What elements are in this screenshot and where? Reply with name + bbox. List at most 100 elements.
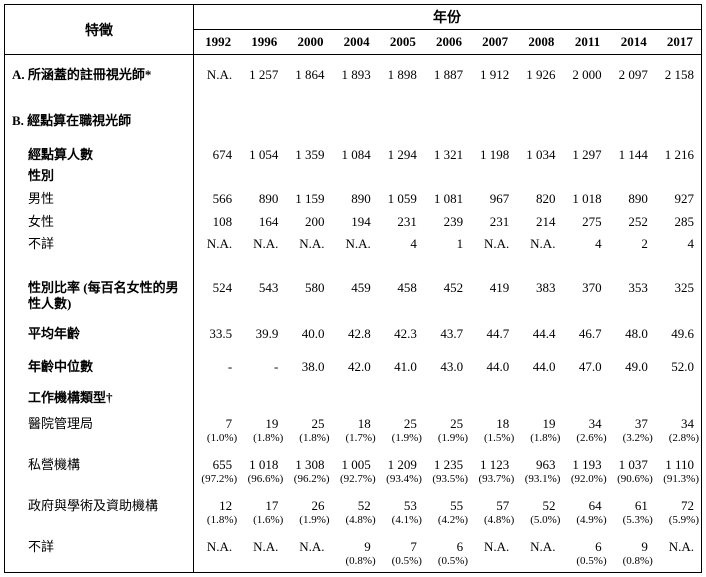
cell-percentage: (96.6%): [247, 473, 284, 485]
value-cell: 325: [655, 280, 701, 296]
cell-value: 43.7: [440, 326, 464, 341]
value-cell: 52 (5.0%): [516, 498, 562, 526]
value-cell: 6 (0.5%): [562, 539, 608, 567]
table-row: 男性 566 890 1 159 890 1 059 1 081 967 820 1 018 890…: [5, 191, 701, 209]
row-label: 私營機構: [28, 457, 81, 472]
value-cell: 419: [470, 280, 516, 296]
value-cell: 7 (1.0%): [193, 416, 239, 444]
cell-value: 25: [311, 416, 325, 431]
cell-value: 7: [225, 416, 233, 431]
cell-value: 1 864: [295, 67, 325, 82]
cell-value: N.A.: [530, 539, 556, 554]
cell-value: 40.0: [301, 326, 325, 341]
cell-percentage: (5.3%): [622, 514, 653, 526]
cell-value: 674: [212, 147, 233, 162]
cell-percentage: (1.5%): [484, 432, 515, 444]
row-label: 年齡中位數: [28, 359, 94, 374]
value-cell: 1 159: [285, 191, 331, 207]
cell-value: 43.0: [440, 359, 464, 374]
cell-value: 1 193: [572, 457, 602, 472]
cell-value: 57: [496, 498, 510, 513]
row-label: 醫院管理局: [28, 416, 94, 431]
table-row: 性別比率 (每百名女性的男性人數) 524 543 580 459 458 452 419 38…: [5, 280, 701, 312]
cell-value: 1: [456, 236, 464, 251]
cell-percentage: (0.5%): [576, 555, 607, 567]
value-cell: N.A.: [239, 539, 285, 567]
year-column-header: 2004: [343, 34, 370, 49]
value-cell: 40.0: [285, 326, 331, 342]
value-cell: 12 (1.8%): [193, 498, 239, 526]
value-cell: N.A.: [193, 236, 239, 252]
cell-value: N.A.: [206, 236, 233, 251]
cell-value: 1 893: [341, 67, 371, 82]
cell-value: N.A.: [530, 236, 556, 251]
value-cell: N.A.: [332, 236, 378, 252]
cell-percentage: (1.7%): [345, 432, 376, 444]
cell-percentage: (92.7%): [339, 473, 376, 485]
cell-percentage: (2.6%): [576, 432, 607, 444]
value-cell: 890: [239, 191, 285, 207]
column-divider: [193, 5, 194, 572]
value-cell: 17 (1.6%): [239, 498, 285, 526]
cell-percentage: [239, 555, 285, 567]
cell-value: 37: [634, 416, 648, 431]
cell-value: 353: [628, 280, 648, 295]
value-cell: 566: [193, 191, 239, 207]
cell-value: 4: [410, 236, 417, 251]
value-cell: 239: [424, 214, 470, 230]
cell-percentage: (4.2%): [437, 514, 469, 526]
value-cell: 9 (0.8%): [609, 539, 655, 567]
value-cell: 42.0: [332, 359, 378, 375]
cell-value: 34: [681, 416, 694, 431]
cell-value: 64: [588, 498, 602, 513]
cell-value: 1 297: [572, 147, 602, 162]
value-cell: N.A.: [516, 236, 562, 252]
value-cell: 2: [609, 236, 655, 252]
row-label: 平均年齡: [28, 326, 81, 341]
value-cell: 42.8: [332, 326, 378, 342]
table-row: B. 經點算在職視光師: [5, 113, 701, 131]
value-cell: 459: [332, 280, 378, 296]
cell-value: 459: [351, 280, 371, 295]
cell-value: 200: [305, 214, 325, 229]
cell-value: 1 159: [295, 191, 325, 206]
cell-percentage: (0.5%): [437, 555, 469, 567]
value-cell: 52.0: [655, 359, 701, 375]
cell-percentage: (1.0%): [206, 432, 238, 444]
value-cell: 370: [562, 280, 608, 296]
cell-value: 6: [595, 539, 602, 554]
cell-value: 72: [681, 498, 694, 513]
value-cell: 53 (4.1%): [378, 498, 424, 526]
header-characteristic: 特徵: [85, 23, 113, 39]
cell-value: 890: [351, 191, 371, 206]
table-row: 不詳 N.A. N.A. N.A. N.A. 4 1 N.A. N.A. 4 2 4: [5, 236, 701, 254]
value-cell: 49.6: [655, 326, 701, 342]
row-label: 性別: [28, 168, 55, 183]
value-cell: 1 198: [470, 147, 516, 163]
statistics-table: 特徵 年份 1992 1996 2000 2004 2005 2006 2007 2008 20…: [4, 4, 702, 573]
cell-value: N.A.: [345, 236, 371, 251]
cell-value: 2 158: [664, 67, 694, 82]
row-label: 政府與學術及資助機構: [28, 498, 159, 513]
cell-percentage: (0.8%): [345, 555, 376, 567]
cell-value: 48.0: [625, 326, 648, 341]
cell-value: 458: [397, 280, 417, 295]
cell-value: 239: [443, 214, 464, 229]
value-cell: 46.7: [562, 326, 608, 342]
row-label: 經點算人數: [28, 147, 94, 162]
cell-value: 1 123: [480, 457, 510, 472]
value-cell: N.A.: [470, 236, 516, 252]
table-row: 女性 108 164 200 194 231 239 231 214 275 252 285: [5, 214, 701, 232]
table-row: A. 所涵蓋的註冊視光師* N.A. 1 257 1 864 1 893 1 898 1 8…: [5, 67, 701, 85]
value-cell: 43.7: [424, 326, 470, 342]
table-row: 政府與學術及資助機構 12 (1.8%) 17 (1.6%) 26 (1.9%) 52 (4.8…: [5, 498, 701, 526]
cell-value: 370: [582, 280, 602, 295]
row-label: 不詳: [28, 236, 55, 251]
cell-percentage: [285, 555, 331, 567]
row-label: 不詳: [28, 539, 55, 554]
cell-value: 44.0: [532, 359, 556, 374]
cell-percentage: [655, 555, 701, 567]
cell-value: 9: [641, 539, 648, 554]
cell-percentage: (4.8%): [345, 514, 376, 526]
cell-value: 52: [542, 498, 556, 513]
